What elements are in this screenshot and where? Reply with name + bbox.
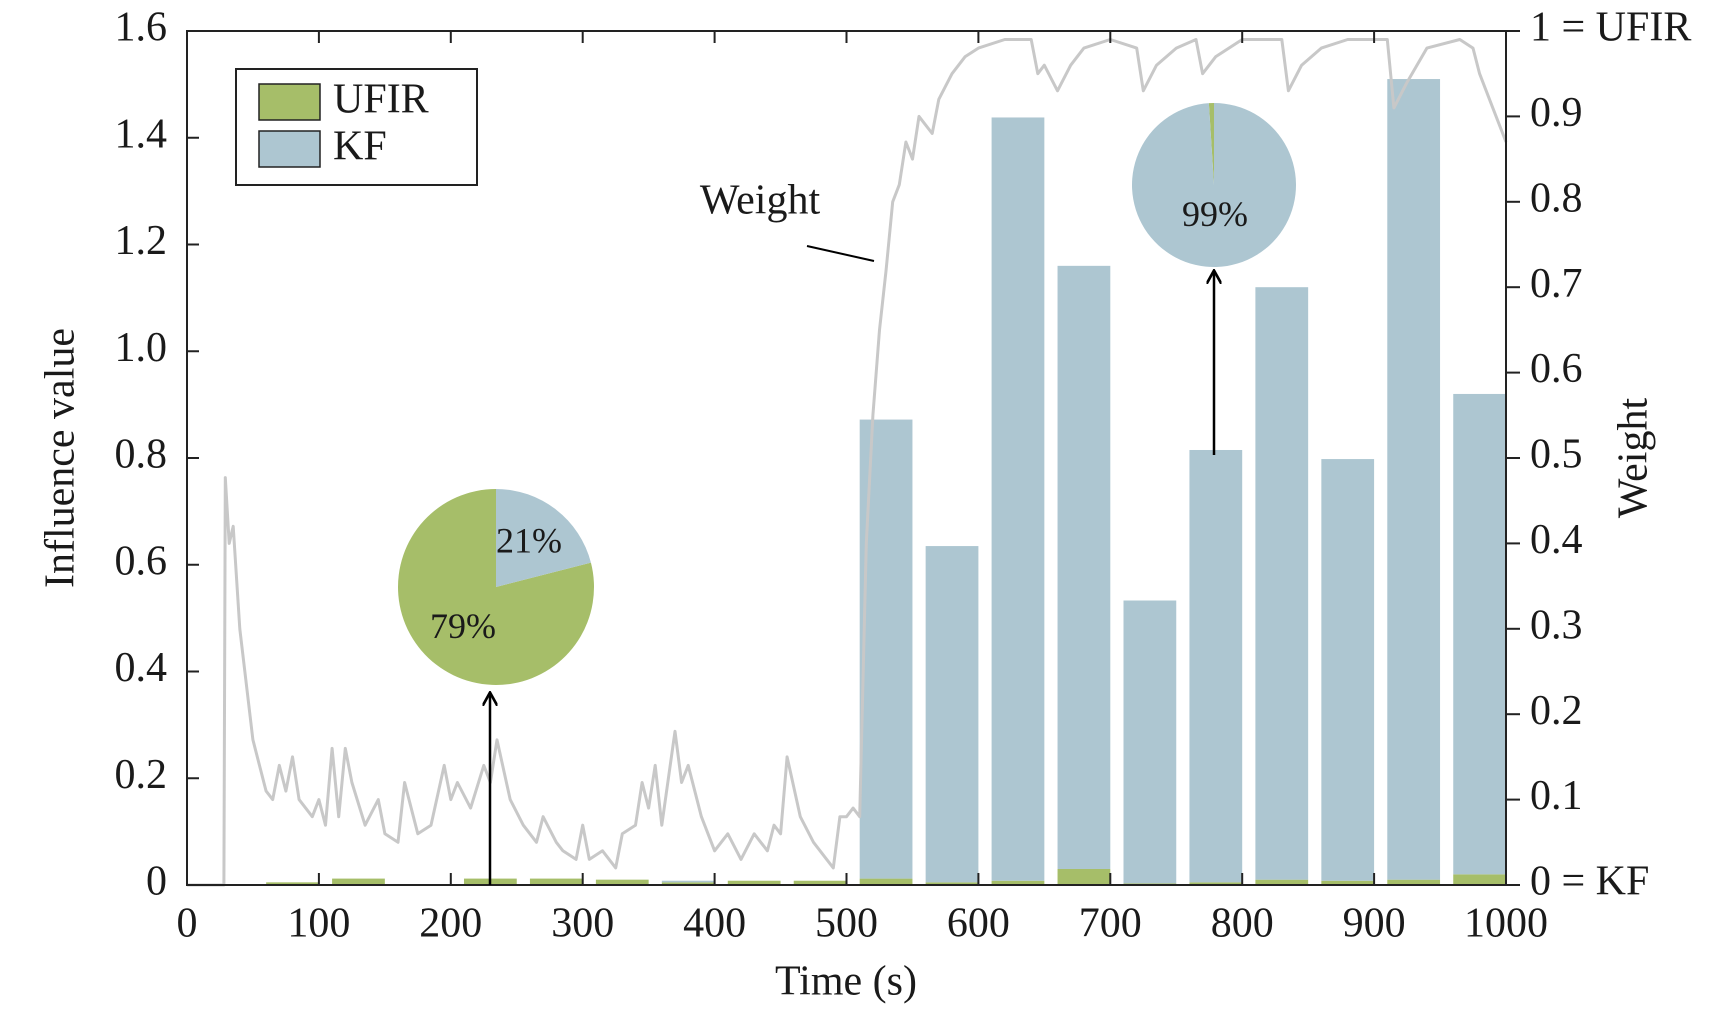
bar-segment — [925, 546, 979, 883]
bar-segment — [1057, 868, 1111, 885]
y-tick-label: 0.4 — [115, 645, 168, 691]
y-tick-label: 0 — [146, 859, 167, 905]
legend-label: UFIR — [333, 77, 429, 123]
legend-swatch — [258, 83, 321, 121]
x-tick-label: 600 — [947, 901, 1010, 947]
y-tick-label: 0.6 — [115, 538, 168, 584]
y2-tick-label: 0.3 — [1530, 602, 1583, 648]
x-tick-label: 300 — [551, 901, 614, 947]
weight-line — [187, 38, 1508, 887]
bar-segment — [1189, 449, 1243, 883]
bar-segment — [1453, 393, 1506, 875]
y-tick-label: 1.0 — [115, 325, 168, 371]
y2-tick-label: 0.8 — [1530, 175, 1583, 221]
pie-slice — [1208, 103, 1214, 185]
y2-tick-label: 0.9 — [1530, 90, 1583, 136]
x-tick-label: 900 — [1343, 901, 1406, 947]
bar-segment — [661, 882, 715, 885]
bar-segment — [1453, 874, 1506, 885]
bar-segment — [991, 117, 1045, 881]
bar-segment — [1057, 265, 1111, 869]
bar-segment — [991, 880, 1045, 885]
legend-swatch — [258, 130, 321, 168]
y2-tick-label: 0.4 — [1530, 517, 1583, 563]
bar-segment — [1189, 882, 1243, 885]
bar-segment — [529, 878, 583, 885]
x-tick-label: 800 — [1211, 901, 1274, 947]
pie-slice — [1132, 103, 1296, 268]
bar-segment — [1387, 79, 1441, 880]
x-tick-label: 200 — [419, 901, 482, 947]
bar-segment — [266, 882, 319, 885]
y-axis-label: Influence value — [38, 328, 84, 588]
bar-segment — [595, 879, 649, 885]
x-tick-label: 700 — [1079, 901, 1142, 947]
annotation-leader — [806, 245, 875, 262]
plot-area — [187, 38, 1508, 887]
pie-label: 99% — [1182, 194, 1248, 234]
y2-tick-label: 0.6 — [1530, 346, 1583, 392]
bar-segment — [727, 880, 781, 885]
x-tick-label: 1000 — [1464, 901, 1548, 947]
y-tick-label: 1.6 — [115, 5, 168, 51]
line-annotation: Weight — [700, 178, 821, 224]
pie-label: 21% — [496, 521, 562, 561]
bar-segment — [1255, 879, 1309, 885]
x-tick-label: 400 — [683, 901, 746, 947]
bar-segment — [925, 882, 979, 885]
bar-segment — [1321, 459, 1375, 881]
y2-tick-label: 0.5 — [1530, 432, 1583, 478]
y2-tick-label: 1 = UFIR — [1530, 5, 1691, 51]
bar-segment — [1255, 287, 1309, 880]
bar-segment — [859, 878, 913, 885]
x-axis-label: Time (s) — [775, 959, 917, 1005]
y2-tick-label: 0.1 — [1530, 773, 1583, 819]
y-tick-label: 0.8 — [115, 432, 168, 478]
y-tick-label: 1.2 — [115, 218, 168, 264]
y2-axis-label: Weight — [1611, 398, 1657, 519]
y2-tick-label: 0 = KF — [1530, 859, 1649, 905]
y2-tick-label: 0.7 — [1530, 261, 1583, 307]
bar-segment — [793, 880, 847, 885]
bar-segment — [859, 419, 913, 879]
pie-label: 79% — [430, 606, 496, 646]
bar-segment — [332, 878, 385, 885]
pie-slice — [496, 489, 591, 587]
x-tick-label: 100 — [287, 901, 350, 947]
y-tick-label: 1.4 — [115, 111, 168, 157]
y-tick-label: 0.2 — [115, 752, 168, 798]
bar-segment — [1321, 880, 1375, 885]
bar-segment — [661, 880, 715, 883]
x-tick-label: 500 — [815, 901, 878, 947]
legend-label: KF — [333, 124, 387, 170]
x-tick-label: 0 — [177, 901, 198, 947]
y2-tick-label: 0.2 — [1530, 688, 1583, 734]
bar-segment — [1387, 879, 1441, 885]
bar-segment — [1123, 600, 1177, 884]
